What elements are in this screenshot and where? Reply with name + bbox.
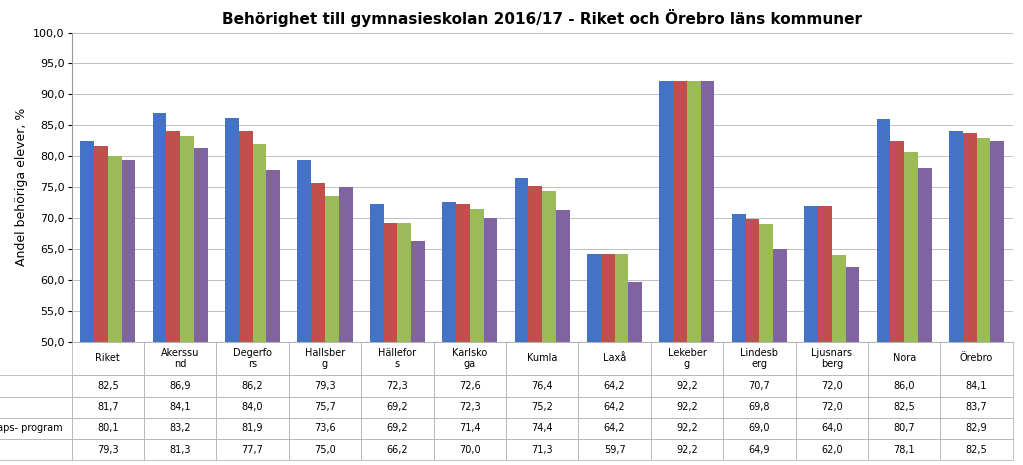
Bar <box>587 254 601 465</box>
Bar <box>311 183 325 465</box>
Bar <box>370 204 384 465</box>
Bar <box>773 249 787 465</box>
Bar <box>804 206 818 465</box>
Bar <box>918 168 932 465</box>
Y-axis label: Andel behöriga elever, %: Andel behöriga elever, % <box>14 108 28 266</box>
Bar <box>990 141 1005 465</box>
Bar <box>832 255 846 465</box>
Bar <box>298 160 311 465</box>
Bar <box>746 219 759 465</box>
Bar <box>818 206 832 465</box>
Bar <box>397 223 411 465</box>
Bar <box>673 81 687 465</box>
Bar <box>266 170 280 465</box>
Bar <box>167 131 180 465</box>
Bar <box>194 148 208 465</box>
Bar <box>411 241 425 465</box>
Bar <box>94 146 107 465</box>
Bar <box>107 155 122 465</box>
Bar <box>949 131 963 465</box>
Bar <box>701 81 714 465</box>
Bar <box>555 210 570 465</box>
Bar <box>225 118 238 465</box>
Bar <box>542 191 555 465</box>
Bar <box>846 267 859 465</box>
Bar <box>442 202 456 465</box>
Bar <box>877 119 890 465</box>
Bar <box>601 254 615 465</box>
Bar <box>384 223 397 465</box>
Bar <box>180 136 194 465</box>
Bar <box>963 133 977 465</box>
Bar <box>977 138 990 465</box>
Bar <box>325 196 339 465</box>
Bar <box>152 113 167 465</box>
Bar <box>238 132 253 465</box>
Bar <box>122 160 135 465</box>
Bar <box>890 141 904 465</box>
Bar <box>515 179 529 465</box>
Bar <box>339 187 353 465</box>
Bar <box>80 141 94 465</box>
Bar <box>731 213 746 465</box>
Bar <box>904 152 918 465</box>
Bar <box>687 81 701 465</box>
Bar <box>759 224 773 465</box>
Bar <box>470 209 484 465</box>
Bar <box>253 145 266 465</box>
Bar <box>660 81 673 465</box>
Bar <box>484 218 497 465</box>
Bar <box>529 186 542 465</box>
Bar <box>628 282 642 465</box>
Title: Behörighet till gymnasieskolan 2016/17 - Riket och Örebro läns kommuner: Behörighet till gymnasieskolan 2016/17 -… <box>222 9 862 27</box>
Bar <box>615 254 628 465</box>
Bar <box>456 204 470 465</box>
